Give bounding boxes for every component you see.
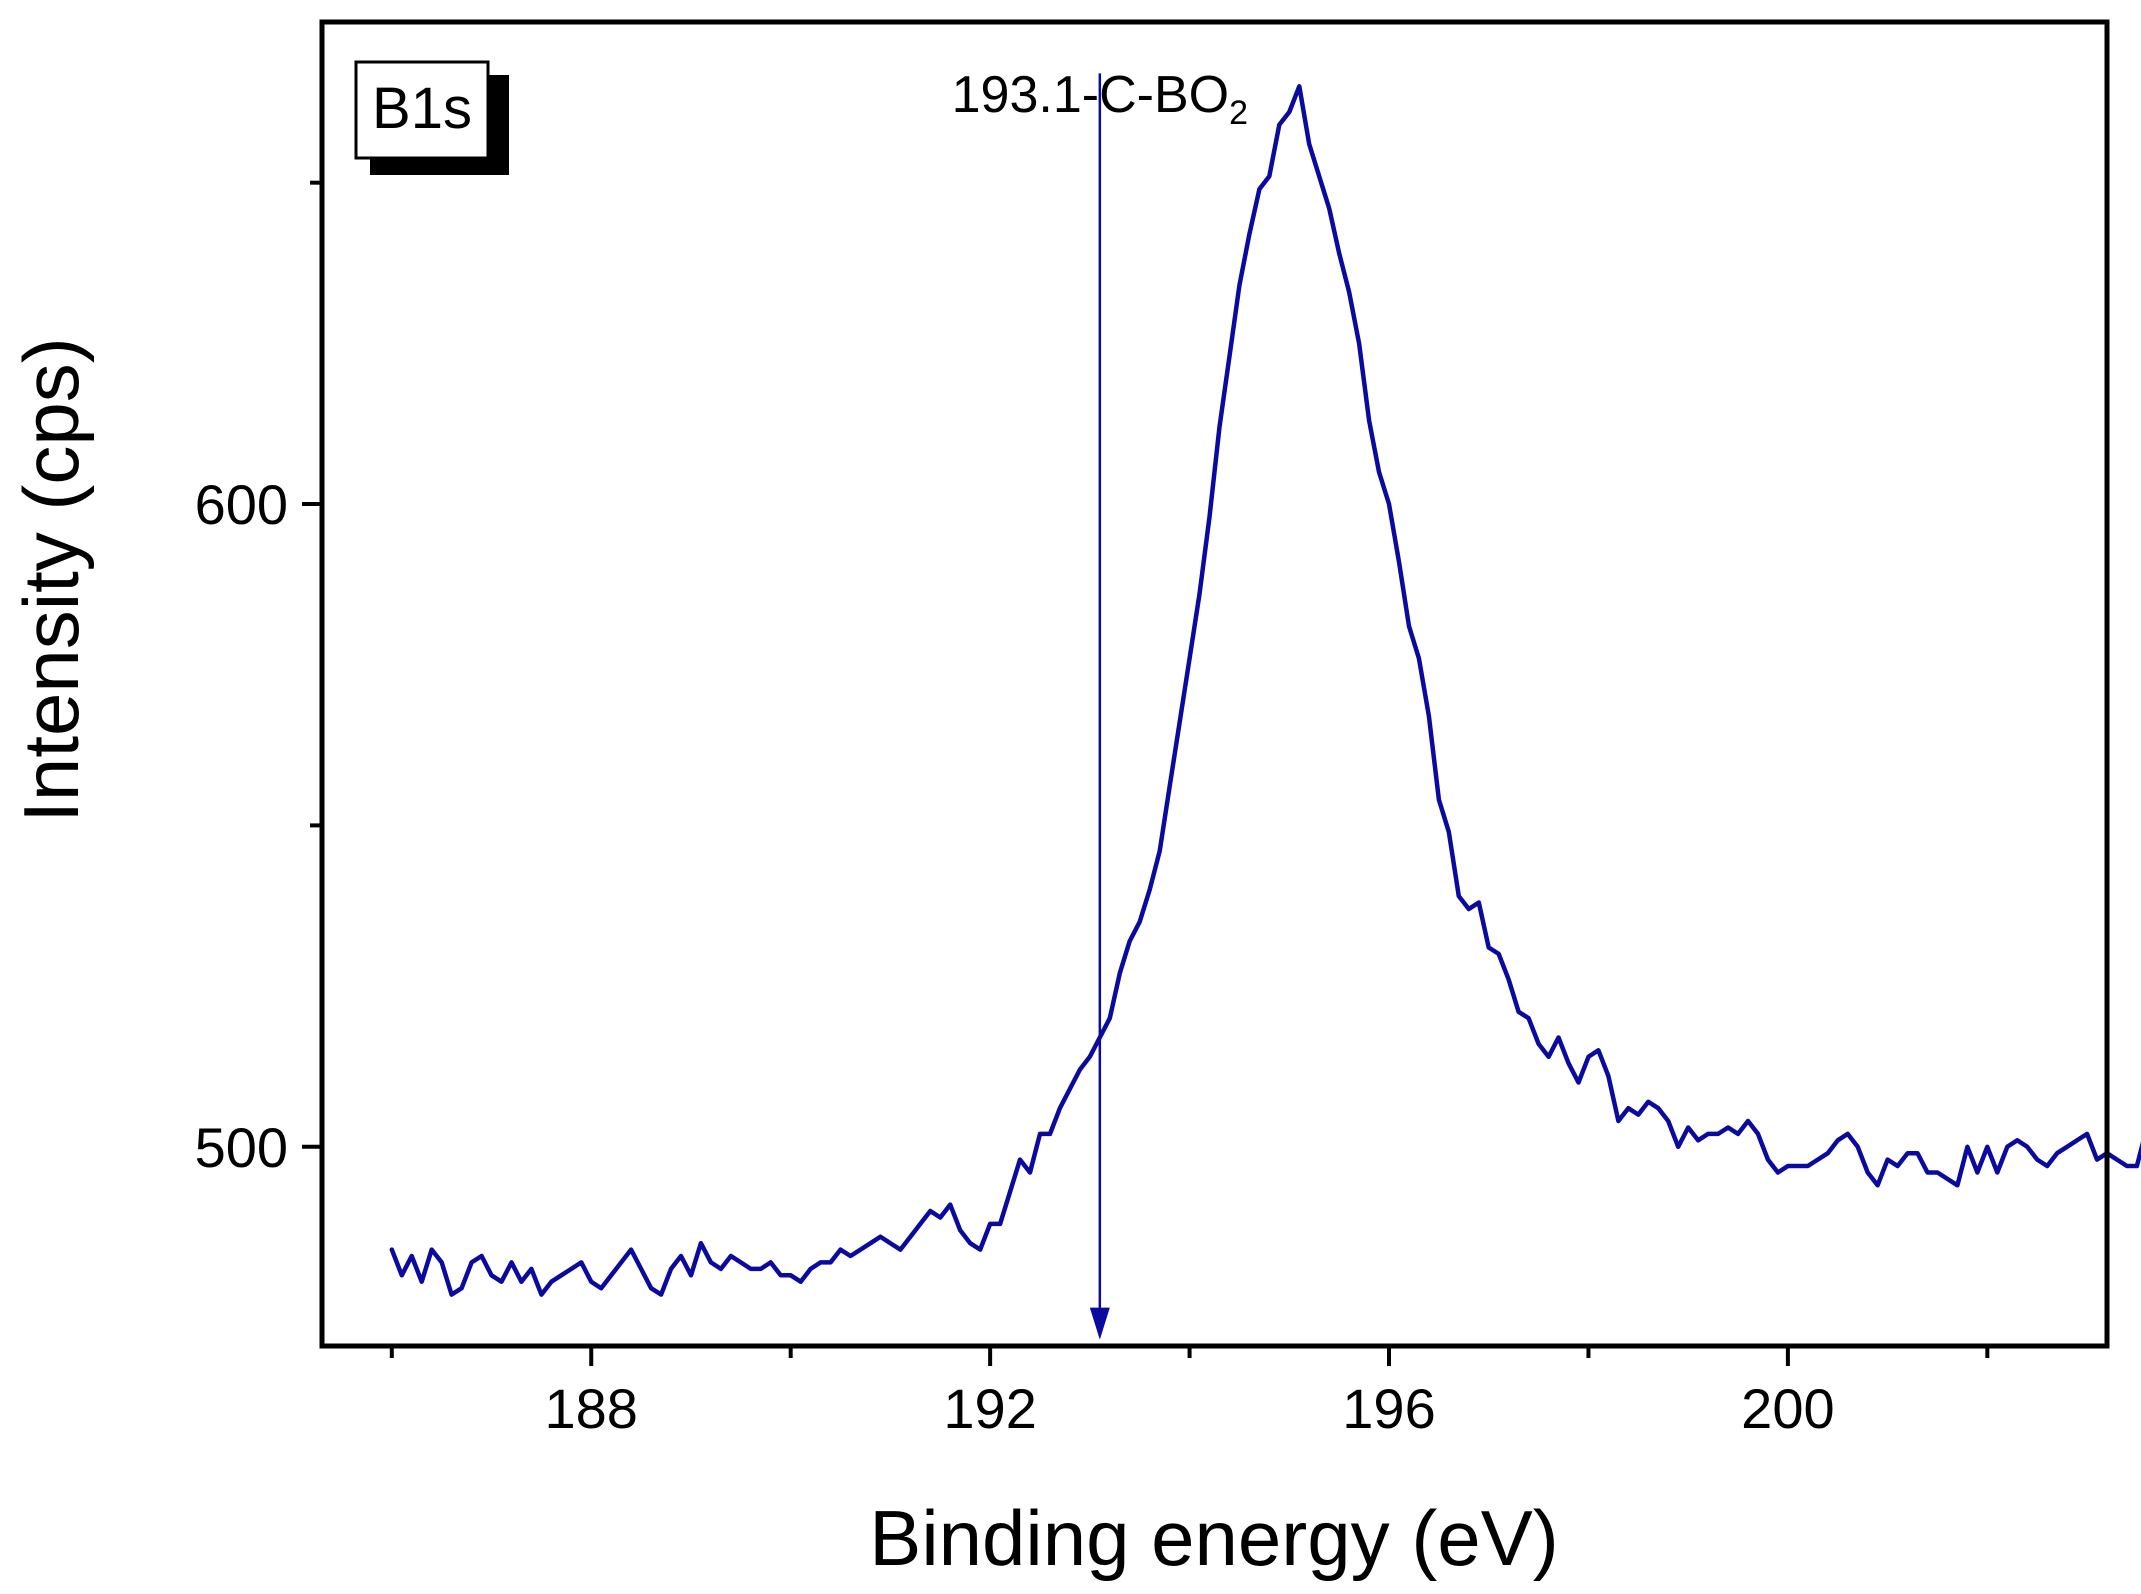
annotation-label: 193.1-C-BO2 [952,66,1248,132]
series-line-b1s [389,84,2141,1297]
x-axis: 188 192 196 200 [389,1346,1990,1440]
x-axis-title: Binding energy (eV) [869,1494,1558,1582]
plot-frame [319,19,2110,1349]
x-tick-label-196: 196 [1342,1377,1435,1440]
x-tick-label-192: 192 [943,1377,1036,1440]
inset-label-text: B1s [372,76,472,141]
y-tick-label-500: 500 [195,1116,288,1179]
x-tick-label-188: 188 [545,1377,638,1440]
x-tick-label-200: 200 [1741,1377,1834,1440]
inset-label-box: B1s [354,60,509,175]
y-axis: 500 600 [195,180,322,1179]
inset-label-frame [354,60,490,160]
y-tick-label-600: 600 [195,473,288,536]
plot-area: 193.1-C-BO2 [389,66,2141,1340]
y-axis-title: Intensity (cps) [7,337,95,822]
annotation-arrowhead [1089,1307,1110,1340]
